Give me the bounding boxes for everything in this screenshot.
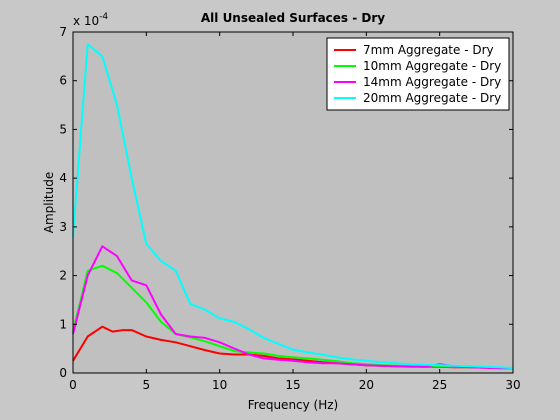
- x-tick-label: 20: [359, 378, 374, 392]
- series-layer: [72, 43, 514, 370]
- chart-title: All Unsealed Surfaces - Dry: [201, 11, 385, 25]
- x-axis: 0 5 10 15 20 25 30: [69, 32, 521, 392]
- y-tick-label: 2: [59, 269, 67, 283]
- legend-label: 7mm Aggregate - Dry: [363, 43, 494, 57]
- y-axis: 0 1 2 3 4 5 6 7: [59, 25, 513, 380]
- y-exponent-power: -4: [99, 12, 108, 22]
- x-axis-label: Frequency (Hz): [248, 398, 339, 412]
- x-tick-label: 25: [432, 378, 447, 392]
- legend-label: 20mm Aggregate - Dry: [363, 91, 501, 105]
- x-tick-label: 10: [212, 378, 227, 392]
- y-tick-label: 3: [59, 220, 67, 234]
- y-axis-exponent: x 10-4: [73, 12, 108, 28]
- y-tick-label: 5: [59, 122, 67, 136]
- legend-label: 10mm Aggregate - Dry: [363, 59, 501, 73]
- legend-box: [326, 37, 510, 111]
- y-tick-label: 4: [59, 171, 67, 185]
- legend-label: 14mm Aggregate - Dry: [363, 75, 501, 89]
- y-tick-label: 0: [59, 366, 67, 380]
- y-axis-label: Amplitude: [42, 172, 56, 234]
- x-tick-label: 15: [285, 378, 300, 392]
- y-tick-label: 7: [59, 25, 67, 39]
- x-tick-label: 0: [69, 378, 77, 392]
- legend: 7mm Aggregate - Dry 10mm Aggregate - Dry 1…: [326, 37, 510, 111]
- y-exponent-base: x 10: [73, 14, 99, 28]
- series-line-4: [72, 43, 514, 370]
- x-tick-label: 5: [143, 378, 151, 392]
- x-tick-label: 30: [505, 378, 520, 392]
- y-tick-label: 1: [59, 317, 67, 331]
- y-tick-label: 6: [59, 74, 67, 88]
